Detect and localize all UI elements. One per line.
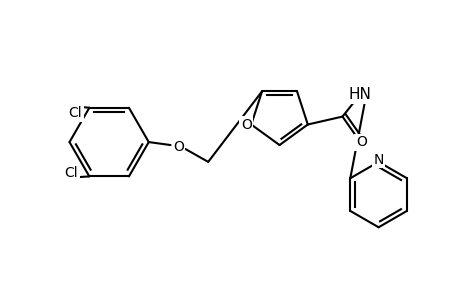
Text: N: N [373,153,383,167]
Text: O: O [241,118,251,131]
Text: Cl: Cl [65,166,78,180]
Text: HN: HN [348,87,371,102]
Text: O: O [173,140,184,154]
Text: O: O [355,135,366,149]
Text: Cl: Cl [68,106,82,120]
